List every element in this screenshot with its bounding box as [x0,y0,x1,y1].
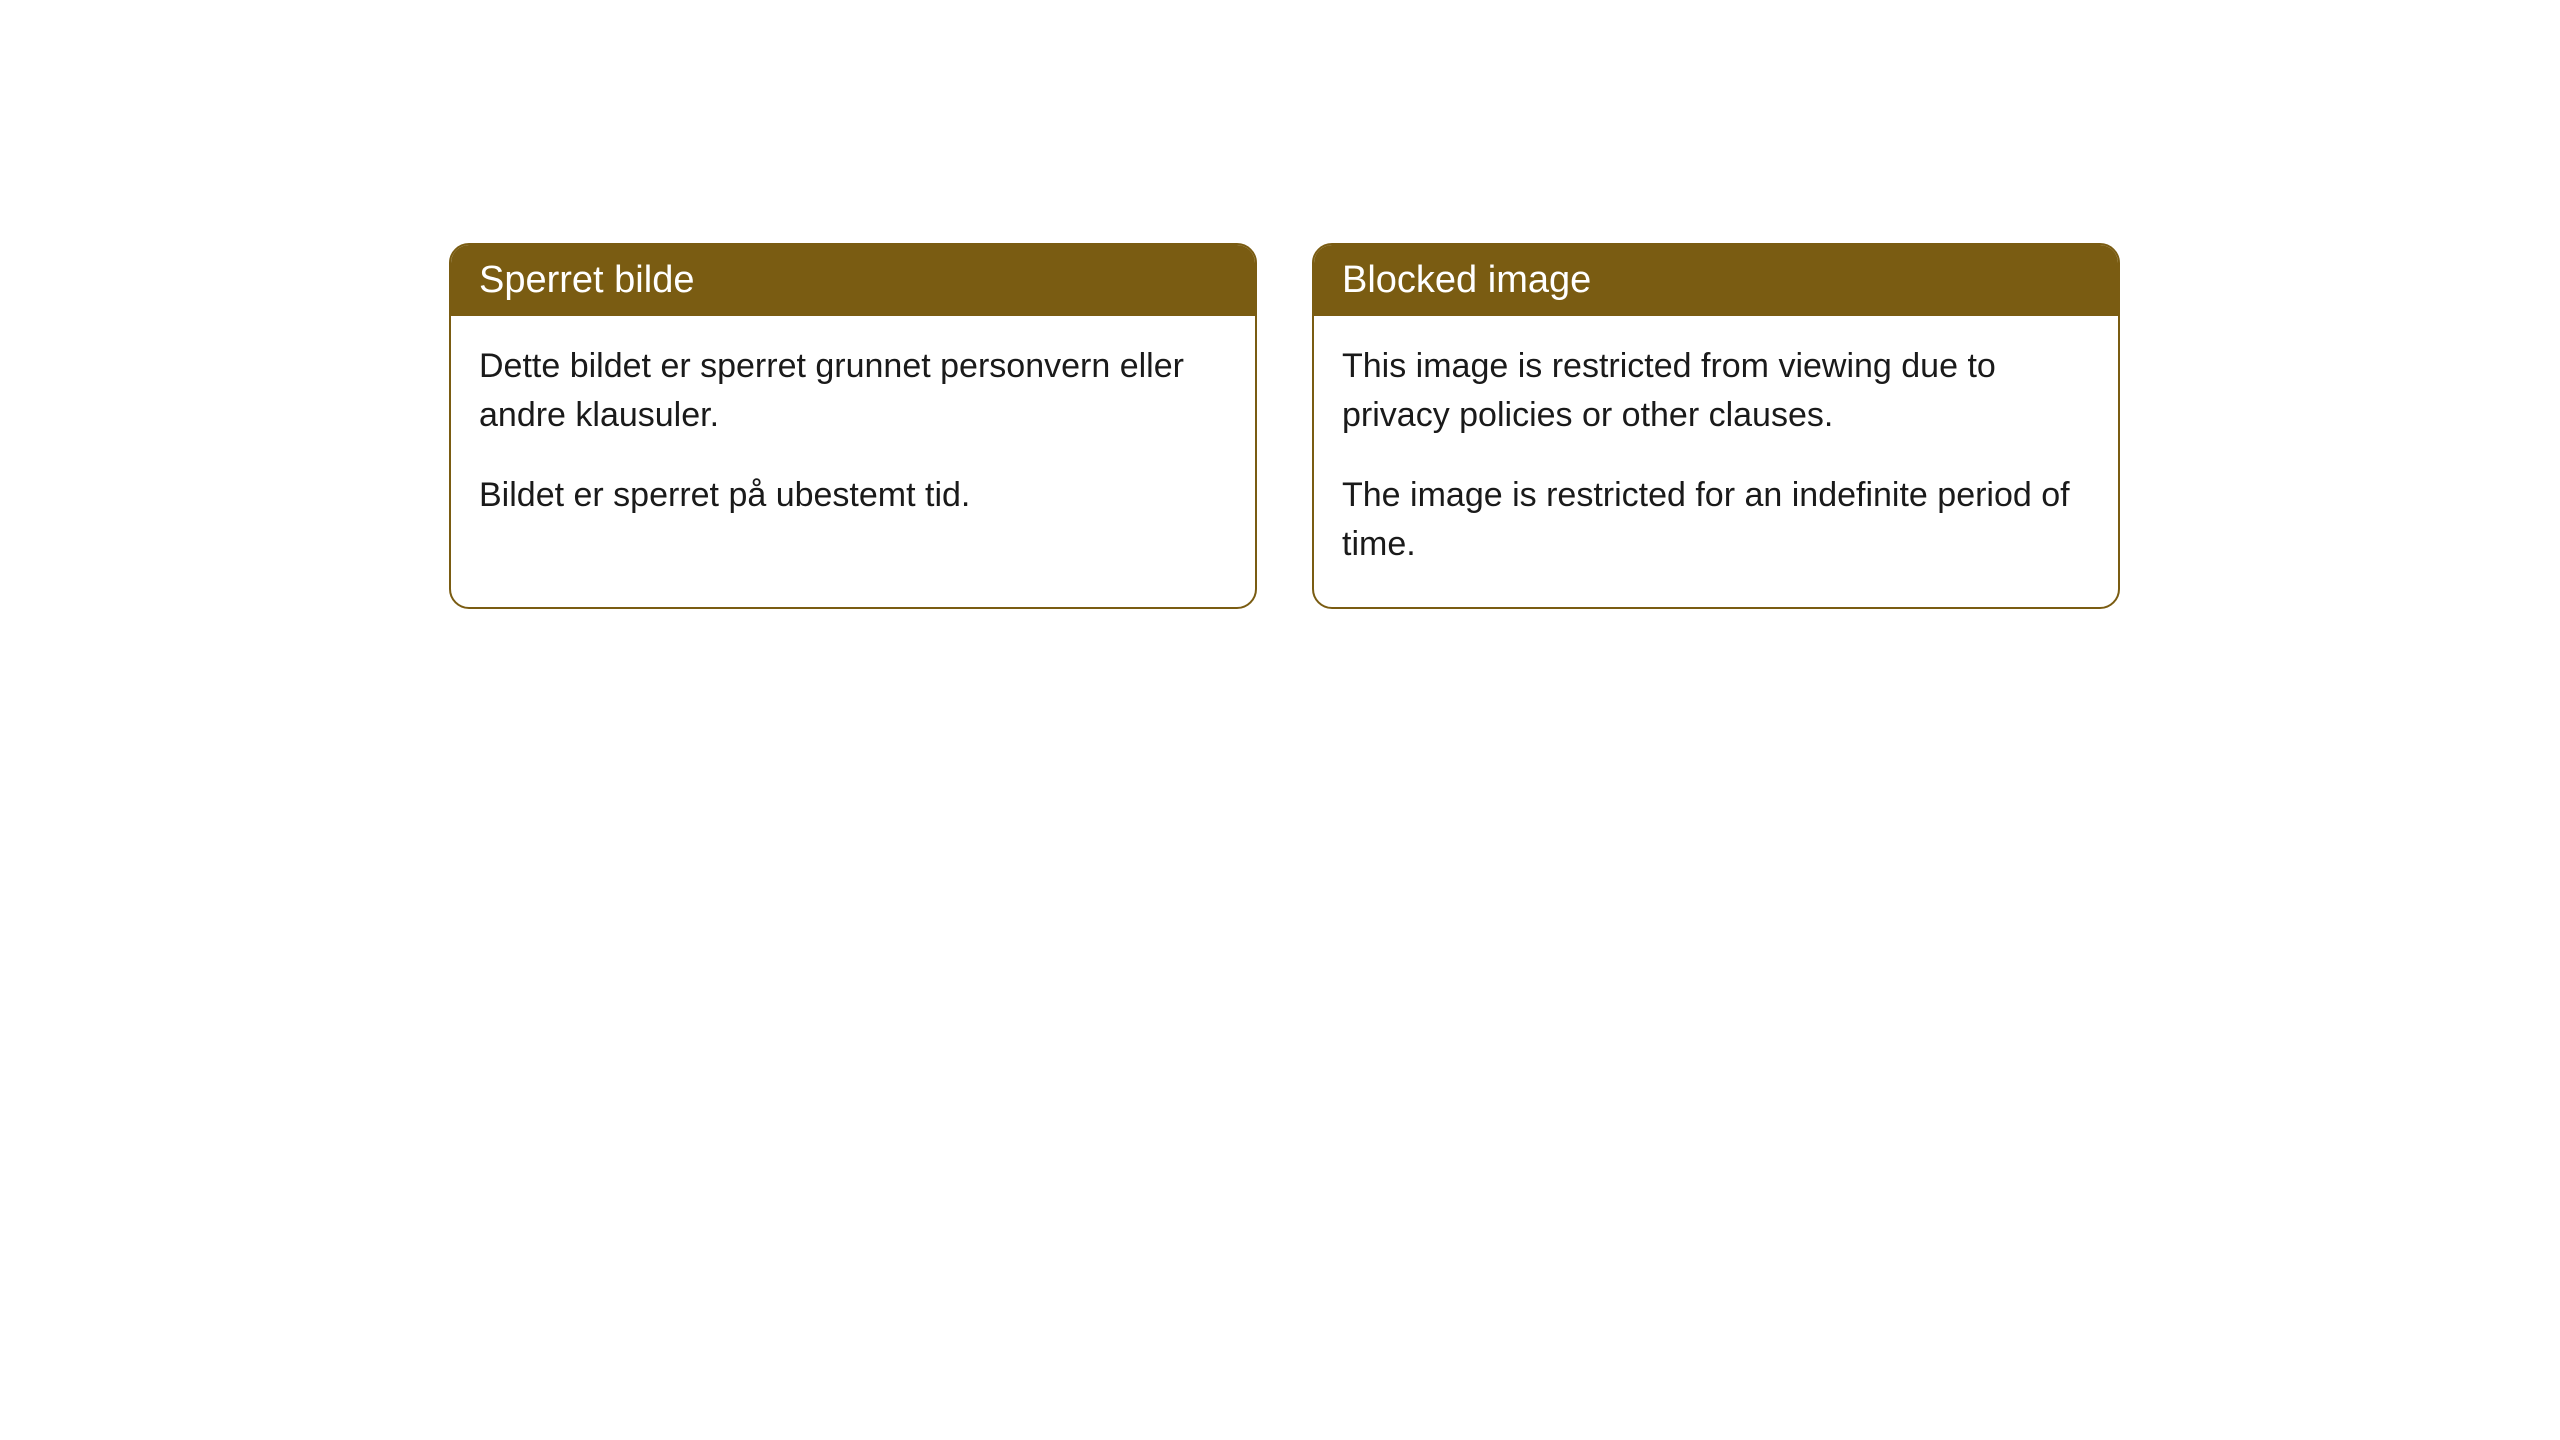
blocked-image-card-norwegian: Sperret bilde Dette bildet er sperret gr… [449,243,1257,609]
card-title-norwegian: Sperret bilde [479,259,694,301]
card-body-english: This image is restricted from viewing du… [1314,316,2118,607]
card-paragraph-1-norwegian: Dette bildet er sperret grunnet personve… [479,342,1227,441]
blocked-image-card-english: Blocked image This image is restricted f… [1312,243,2120,609]
card-paragraph-2-norwegian: Bildet er sperret på ubestemt tid. [479,471,1227,520]
card-header-english: Blocked image [1314,245,2118,316]
card-title-english: Blocked image [1342,259,1591,301]
notice-cards-container: Sperret bilde Dette bildet er sperret gr… [449,243,2120,609]
card-paragraph-2-english: The image is restricted for an indefinit… [1342,471,2090,570]
card-paragraph-1-english: This image is restricted from viewing du… [1342,342,2090,441]
card-body-norwegian: Dette bildet er sperret grunnet personve… [451,316,1255,558]
card-header-norwegian: Sperret bilde [451,245,1255,316]
